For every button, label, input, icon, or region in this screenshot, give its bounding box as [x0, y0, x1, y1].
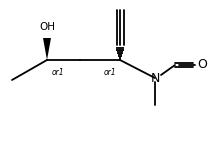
Text: or1: or1 [52, 68, 65, 77]
Text: N: N [150, 72, 160, 85]
Text: or1: or1 [104, 68, 117, 77]
Text: O: O [197, 59, 207, 72]
Polygon shape [43, 38, 51, 60]
Text: OH: OH [39, 22, 55, 32]
